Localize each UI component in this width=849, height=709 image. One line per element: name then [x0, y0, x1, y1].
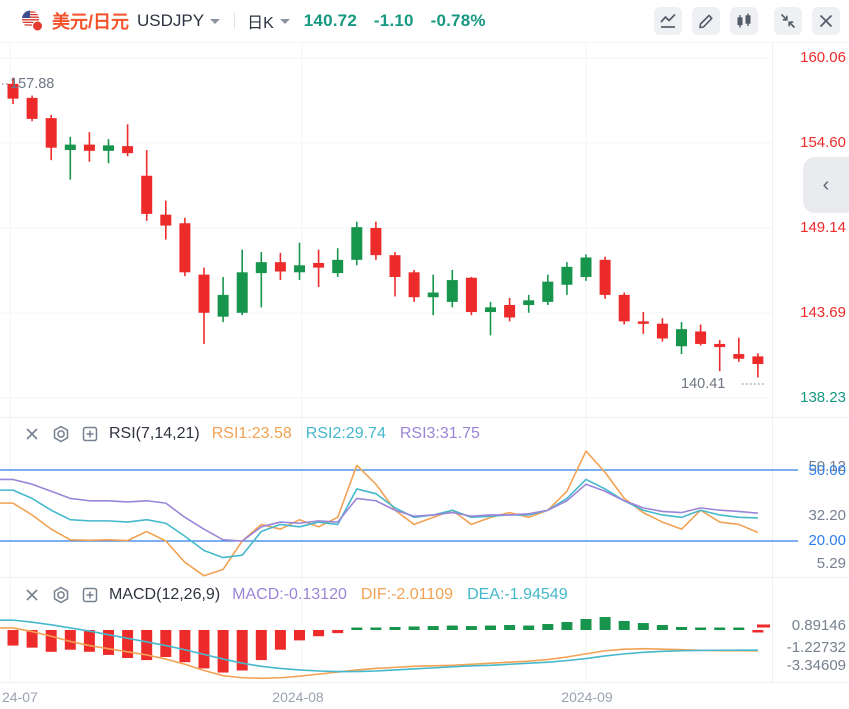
header-toolbar	[644, 7, 849, 35]
rsi3-value: RSI3:31.75	[399, 425, 480, 442]
rsi-title: RSI(7,14,21)	[109, 425, 200, 442]
interval-selector[interactable]: 日K	[247, 15, 274, 32]
macd-settings-icon[interactable]	[51, 585, 71, 605]
rsi-lines	[0, 450, 759, 577]
macd-title: MACD(12,26,9)	[109, 586, 221, 603]
price-marker-lines	[2, 83, 764, 385]
price-axis-label: 138.23	[800, 389, 846, 406]
macd-value: MACD:-0.13120	[232, 586, 347, 603]
close-icon	[819, 14, 833, 28]
price-annotation: 140.41	[681, 376, 726, 392]
indicator-settings-button[interactable]	[730, 7, 758, 35]
rsi-axis-label: 5.29	[816, 555, 846, 572]
dea-value: DEA:-1.94549	[467, 586, 568, 603]
candlestick-series	[7, 77, 764, 378]
quote-group: 140.72 -1.10 -0.78%	[304, 11, 498, 31]
rsi-axis-label: 20.00	[808, 532, 846, 549]
last-price: 140.72	[303, 11, 357, 30]
macd-lines	[0, 619, 758, 680]
macd-axis-label: -3.34609	[786, 657, 846, 674]
chart-type-button[interactable]	[654, 7, 682, 35]
macd-histogram	[7, 617, 770, 673]
rsi1-value: RSI1:23.58	[211, 425, 292, 442]
rsi-expand-icon[interactable]	[80, 424, 100, 444]
macd-axis-label: 0.89146	[791, 617, 846, 634]
macd-close-icon[interactable]	[22, 585, 42, 605]
price-axis-label: 160.06	[800, 49, 846, 66]
time-axis-label: 24-07	[2, 689, 38, 705]
line-chart-icon	[660, 13, 676, 28]
collapse-icon	[780, 13, 796, 29]
macd-axis-label: -1.22732	[786, 639, 846, 656]
macd-pane-header: MACD(12,26,9) MACD:-0.13120 DIF:-2.01109…	[0, 579, 582, 611]
price-annotation: 157.88	[10, 76, 55, 92]
rsi-close-icon[interactable]	[22, 424, 42, 444]
chevron-left-icon: ‹	[822, 173, 830, 196]
rsi-settings-icon[interactable]	[51, 424, 71, 444]
macd-expand-icon[interactable]	[80, 585, 100, 605]
rsi-axis-label: 50.12	[808, 458, 846, 475]
rsi-pane-header: RSI(7,14,21) RSI1:23.58 RSI2:29.74 RSI3:…	[0, 418, 494, 450]
rsi-axis-label: 50.00	[808, 462, 846, 479]
dif-value: DIF:-2.01109	[360, 586, 454, 603]
collapse-chart-button[interactable]	[774, 7, 802, 35]
price-axis-label: 149.14	[800, 219, 846, 236]
header-divider	[234, 13, 236, 29]
chart-header: 美元/日元 USDJPY 日K 140.72 -1.10 -0.78%	[0, 0, 849, 42]
symbol-name-cn[interactable]: 美元/日元	[52, 12, 130, 32]
time-axis-label: 2024-08	[272, 689, 324, 705]
rsi-level-lines	[0, 469, 798, 542]
pencil-icon	[699, 14, 713, 29]
panel-collapse-tab[interactable]: ‹	[803, 157, 849, 213]
time-axis-label: 2024-09	[561, 689, 613, 705]
symbol-code[interactable]: USDJPY	[137, 11, 205, 30]
gridlines	[0, 42, 772, 682]
price-change-pct: -0.78%	[430, 11, 486, 30]
pane-separators	[0, 41, 849, 683]
usdjpy-pair-icon	[22, 10, 43, 32]
interval-dropdown-caret-icon[interactable]	[279, 18, 290, 24]
rsi2-value: RSI2:29.74	[305, 425, 386, 442]
price-axis-label: 143.69	[800, 304, 846, 321]
close-chart-button[interactable]	[812, 7, 840, 35]
candlestick-icon	[737, 13, 751, 28]
price-change: -1.10	[373, 11, 414, 30]
rsi-axis-label: 32.20	[808, 507, 846, 524]
price-axis-label: 154.60	[800, 134, 846, 151]
symbol-dropdown-caret-icon[interactable]	[210, 18, 221, 24]
draw-tools-button[interactable]	[692, 7, 720, 35]
